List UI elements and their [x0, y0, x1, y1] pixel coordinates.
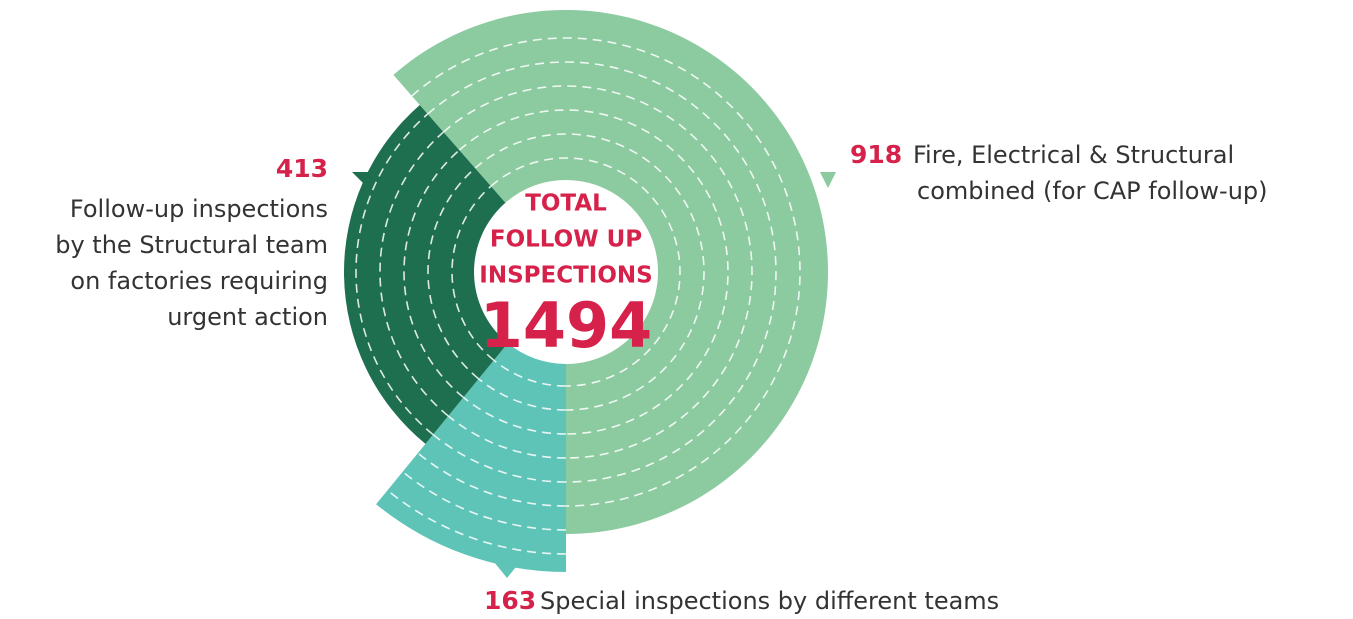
value-label: 413: [276, 154, 328, 183]
dash-ring: [447, 415, 567, 459]
dash-ring: [403, 149, 464, 399]
dash-ring: [417, 452, 567, 507]
dash-ring: [490, 157, 681, 387]
dash-ring: [432, 433, 567, 483]
center-title: TOTAL: [525, 191, 607, 217]
dash-ring: [427, 61, 777, 483]
category-label: combined (for CAP follow-up): [917, 177, 1268, 205]
pointer: [494, 562, 520, 578]
dash-ring: [402, 471, 567, 531]
dash-ring: [386, 489, 567, 555]
segment: [376, 343, 566, 572]
dash-ring: [379, 131, 449, 417]
dash-ring: [458, 109, 729, 435]
dash-ring: [442, 85, 753, 459]
category-label: by the Structural team: [55, 231, 328, 259]
category-label: Follow-up inspections: [70, 195, 328, 223]
value-label: 918: [850, 140, 902, 169]
segments: [344, 10, 828, 572]
center-title: FOLLOW UP: [490, 227, 642, 253]
dash-ring: [478, 378, 567, 411]
dash-ring: [451, 185, 495, 361]
value-label: 163: [484, 586, 536, 615]
segment: [393, 10, 828, 535]
category-label: urgent action: [167, 303, 328, 331]
category-label: Fire, Electrical & Structural: [913, 141, 1234, 169]
dash-ring: [355, 113, 434, 436]
pointer: [820, 172, 836, 188]
pointer: [352, 172, 368, 188]
category-label: Special inspections by different teams: [540, 587, 999, 615]
center-total: 1494: [480, 289, 653, 362]
center-title: INSPECTIONS: [479, 263, 652, 289]
dash-ring: [493, 359, 567, 387]
dash-ring: [411, 37, 801, 507]
segment: [344, 104, 508, 444]
dash-ring: [474, 133, 705, 411]
dash-ring: [427, 167, 480, 380]
category-label: on factories requiring: [70, 267, 328, 295]
